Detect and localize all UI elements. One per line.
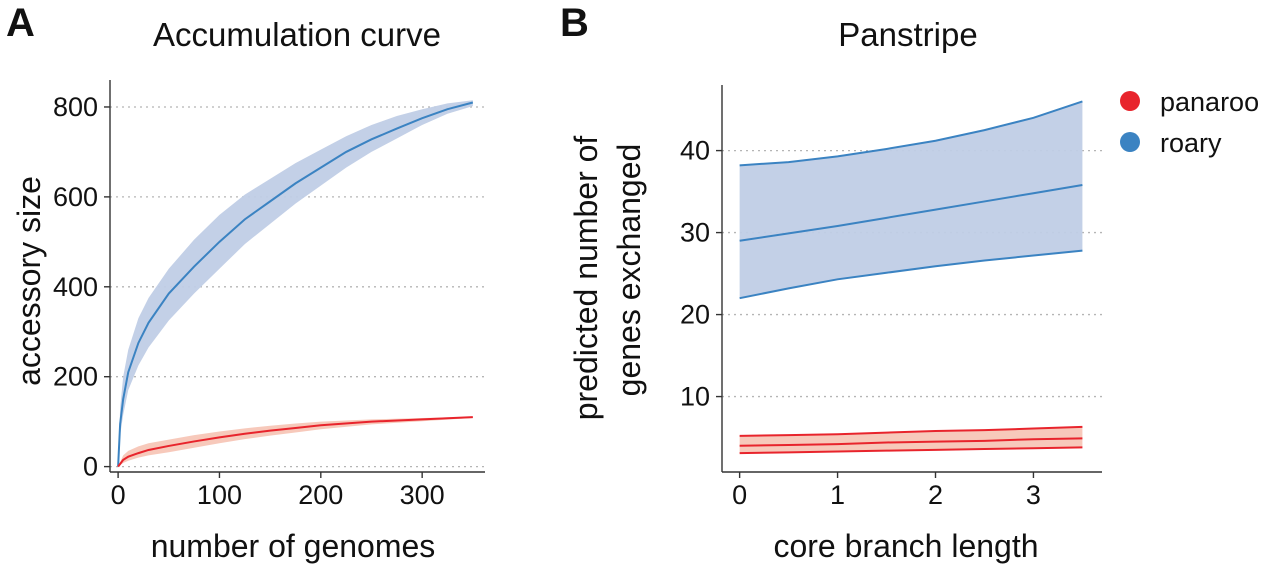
panel-b-ylabel-line1: predicted number of <box>568 136 604 421</box>
panel-a-letter: A <box>6 1 35 45</box>
panel-a-xtick-label: 200 <box>298 480 343 510</box>
panel-b-xtick-label: 3 <box>1026 480 1041 510</box>
panel-b-panaroo-line <box>739 437 1083 447</box>
panel-a-xtick-label: 100 <box>197 480 242 510</box>
panel-b-ytick-label: 20 <box>680 300 710 330</box>
panel-a-ytick-label: 0 <box>83 452 98 482</box>
panel-b-roary-upper-bound <box>739 100 1083 167</box>
panel-b-letter: B <box>560 1 589 45</box>
panel-b-xtick-label: 2 <box>928 480 943 510</box>
legend: panaroo roary <box>1120 87 1259 158</box>
legend-roary-label: roary <box>1160 128 1222 158</box>
panel-b-xtick-label: 1 <box>830 480 845 510</box>
panel-b-ytick-label: 10 <box>680 382 710 412</box>
panel-a-ytick-label: 200 <box>53 362 98 392</box>
panel-a-ytick-label: 800 <box>53 92 98 122</box>
panel-b-title: Panstripe <box>838 16 977 53</box>
panel-a-ytick-label: 400 <box>53 272 98 302</box>
panel-a-title: Accumulation curve <box>153 16 441 53</box>
panel-b-roary-lower-bound <box>739 249 1083 300</box>
panel-b-ytick-label: 40 <box>680 136 710 166</box>
panel-a-ytick-label: 600 <box>53 182 98 212</box>
legend-roary-marker <box>1120 132 1140 152</box>
panel-b-roary-ribbon <box>739 101 1083 299</box>
panel-b-xtick-label: 0 <box>732 480 747 510</box>
panel-a-ylabel: accessory size <box>11 176 47 386</box>
panel-b-plot: 10 20 30 40 0 1 2 3 <box>680 85 1102 510</box>
panel-a-plot: 0 200 400 600 800 0 100 200 300 <box>53 80 485 510</box>
panel-a-panaroo-ribbon <box>118 416 473 467</box>
panel-a-roary-ribbon <box>118 100 473 467</box>
panel-a-roary-line <box>117 101 474 467</box>
panel-b-ytick-label: 30 <box>680 218 710 248</box>
panel-b-roary-line <box>739 184 1083 242</box>
panel-a-panaroo-line <box>117 416 473 468</box>
panel-a-xtick-label: 0 <box>111 480 126 510</box>
panel-a-xtick-label: 300 <box>400 480 445 510</box>
panel-a-xlabel: number of genomes <box>151 528 436 564</box>
panel-b-panaroo-ribbon <box>739 426 1083 454</box>
panel-b-ylabel-line2: genes exchanged <box>611 144 647 397</box>
legend-panaroo-marker <box>1120 91 1140 111</box>
panel-b-xlabel: core branch length <box>773 528 1038 564</box>
panel-b-panaroo-upper-bound <box>739 425 1083 437</box>
panel-b-panaroo-lower-bound <box>739 446 1083 455</box>
legend-panaroo-label: panaroo <box>1160 87 1259 117</box>
